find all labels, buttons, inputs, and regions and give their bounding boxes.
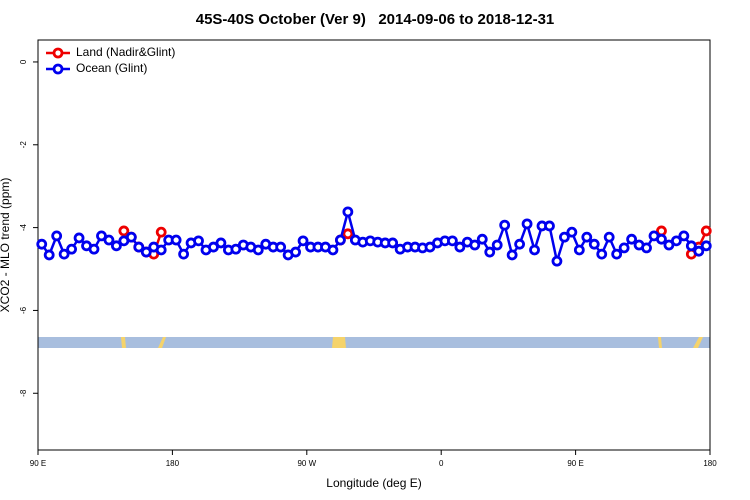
x-axis-label: Longitude (deg E) bbox=[326, 476, 421, 490]
point bbox=[208, 241, 219, 253]
point bbox=[88, 243, 100, 255]
chart-title: 45S-40S October (Ver 9) 2014-09-06 to 20… bbox=[196, 11, 555, 28]
point bbox=[529, 244, 540, 256]
x-tick-label: 90 E bbox=[30, 459, 46, 468]
point bbox=[603, 231, 615, 243]
point bbox=[327, 244, 339, 256]
point bbox=[51, 230, 63, 242]
point bbox=[700, 225, 712, 237]
legend-label: Ocean (Glint) bbox=[76, 61, 147, 75]
point bbox=[73, 232, 85, 244]
y-tick-label: -6 bbox=[19, 306, 28, 314]
x-tick-label: 90 W bbox=[297, 459, 316, 468]
point bbox=[342, 206, 354, 218]
point bbox=[215, 237, 227, 249]
y-axis-label: XCO2 - MLO trend (ppm) bbox=[0, 178, 12, 313]
point bbox=[140, 246, 152, 258]
point bbox=[424, 241, 436, 253]
point bbox=[618, 242, 630, 254]
point bbox=[671, 235, 682, 247]
point bbox=[573, 244, 585, 256]
point bbox=[700, 240, 712, 252]
point bbox=[193, 235, 204, 247]
point bbox=[155, 244, 167, 256]
legend-marker bbox=[52, 63, 64, 75]
point bbox=[133, 241, 145, 253]
y-tick-label: -8 bbox=[19, 389, 28, 397]
point bbox=[334, 234, 346, 246]
point bbox=[290, 246, 302, 258]
point bbox=[656, 233, 667, 245]
point bbox=[125, 231, 137, 243]
y-tick-label: -4 bbox=[19, 224, 28, 232]
point bbox=[685, 240, 697, 252]
y-tick-label: 0 bbox=[19, 59, 28, 64]
point bbox=[387, 237, 399, 249]
point bbox=[96, 230, 107, 242]
point bbox=[551, 255, 563, 267]
point bbox=[342, 228, 354, 240]
point bbox=[641, 242, 652, 254]
surface-mask bbox=[38, 337, 710, 348]
point bbox=[506, 249, 518, 261]
x-tick-label: 0 bbox=[439, 459, 444, 468]
legend-marker bbox=[52, 47, 64, 59]
x-tick-label: 90 E bbox=[567, 459, 583, 468]
point bbox=[596, 248, 608, 260]
point bbox=[566, 226, 578, 238]
point bbox=[454, 241, 466, 253]
y-tick-label: -2 bbox=[19, 141, 28, 149]
point bbox=[58, 248, 70, 260]
point bbox=[663, 239, 675, 251]
x-tick-label: 180 bbox=[703, 459, 717, 468]
point bbox=[178, 248, 190, 260]
point bbox=[252, 244, 264, 256]
point bbox=[275, 241, 287, 253]
point bbox=[297, 235, 309, 247]
point bbox=[155, 226, 167, 238]
point bbox=[588, 238, 600, 250]
point bbox=[491, 239, 503, 251]
point bbox=[36, 238, 48, 250]
point bbox=[559, 231, 570, 243]
point bbox=[118, 225, 130, 237]
point bbox=[476, 233, 488, 245]
legend-label: Land (Nadir&Glint) bbox=[76, 45, 175, 59]
point bbox=[521, 218, 533, 230]
point bbox=[66, 243, 77, 255]
point bbox=[43, 249, 55, 261]
point bbox=[581, 231, 593, 243]
point bbox=[514, 238, 525, 250]
point bbox=[230, 243, 242, 255]
point bbox=[626, 233, 637, 245]
point bbox=[103, 234, 115, 246]
point bbox=[678, 230, 690, 242]
x-tick-label: 180 bbox=[166, 459, 180, 468]
point bbox=[170, 234, 182, 246]
point bbox=[611, 248, 623, 260]
point bbox=[446, 235, 458, 247]
point bbox=[484, 246, 496, 258]
point bbox=[544, 220, 555, 232]
point bbox=[469, 239, 481, 251]
point bbox=[693, 245, 705, 257]
point bbox=[499, 219, 511, 231]
point bbox=[111, 240, 122, 252]
